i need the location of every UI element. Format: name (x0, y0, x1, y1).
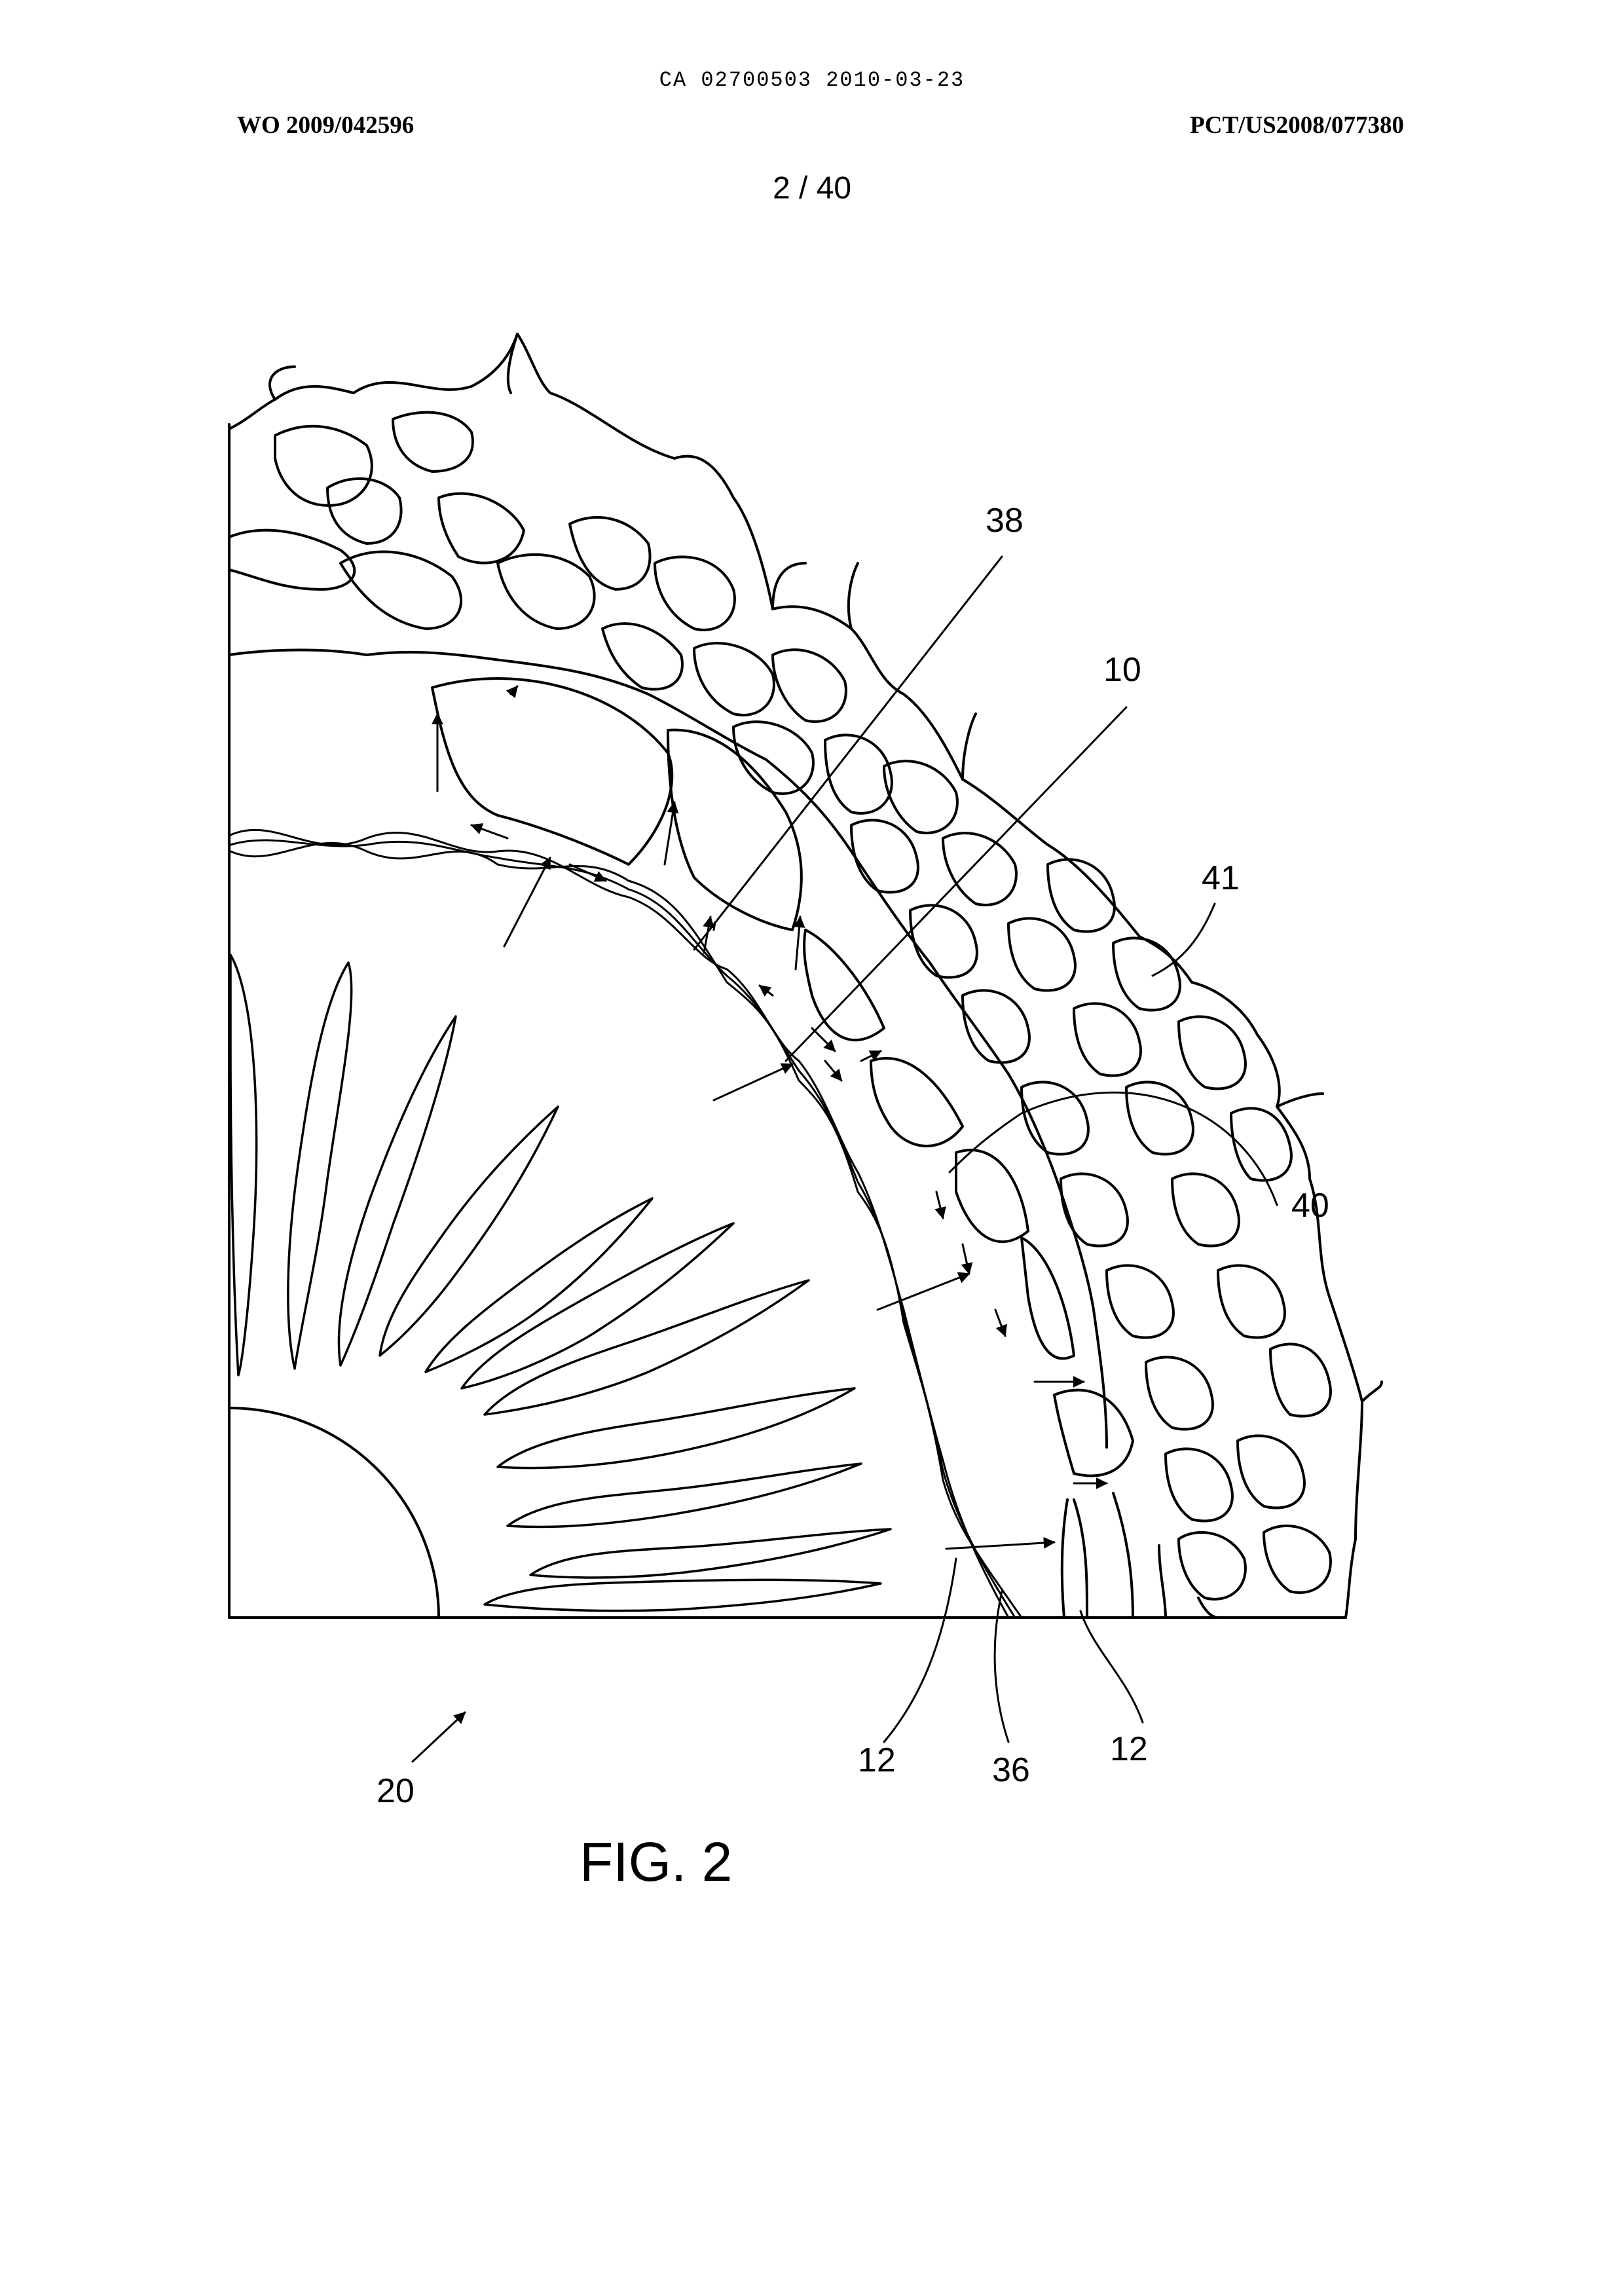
reference-numerals: 38 10 41 40 12 36 12 20 (377, 502, 1329, 1810)
outer-cell-network (229, 334, 1382, 1618)
ref-20: 20 (377, 1772, 415, 1810)
central-hub (229, 1408, 439, 1618)
twisted-cable-36 (231, 830, 1022, 1618)
ref-38: 38 (986, 502, 1024, 540)
ref-12-right: 12 (1110, 1730, 1148, 1768)
ref-12-left: 12 (858, 1741, 896, 1779)
ref-10: 10 (1103, 651, 1141, 689)
ref-41: 41 (1202, 859, 1240, 897)
flow-arrows (437, 686, 1107, 1549)
figure-caption: FIG. 2 (580, 1830, 732, 1894)
ref-36: 36 (992, 1751, 1030, 1789)
ref-40: 40 (1291, 1187, 1329, 1225)
